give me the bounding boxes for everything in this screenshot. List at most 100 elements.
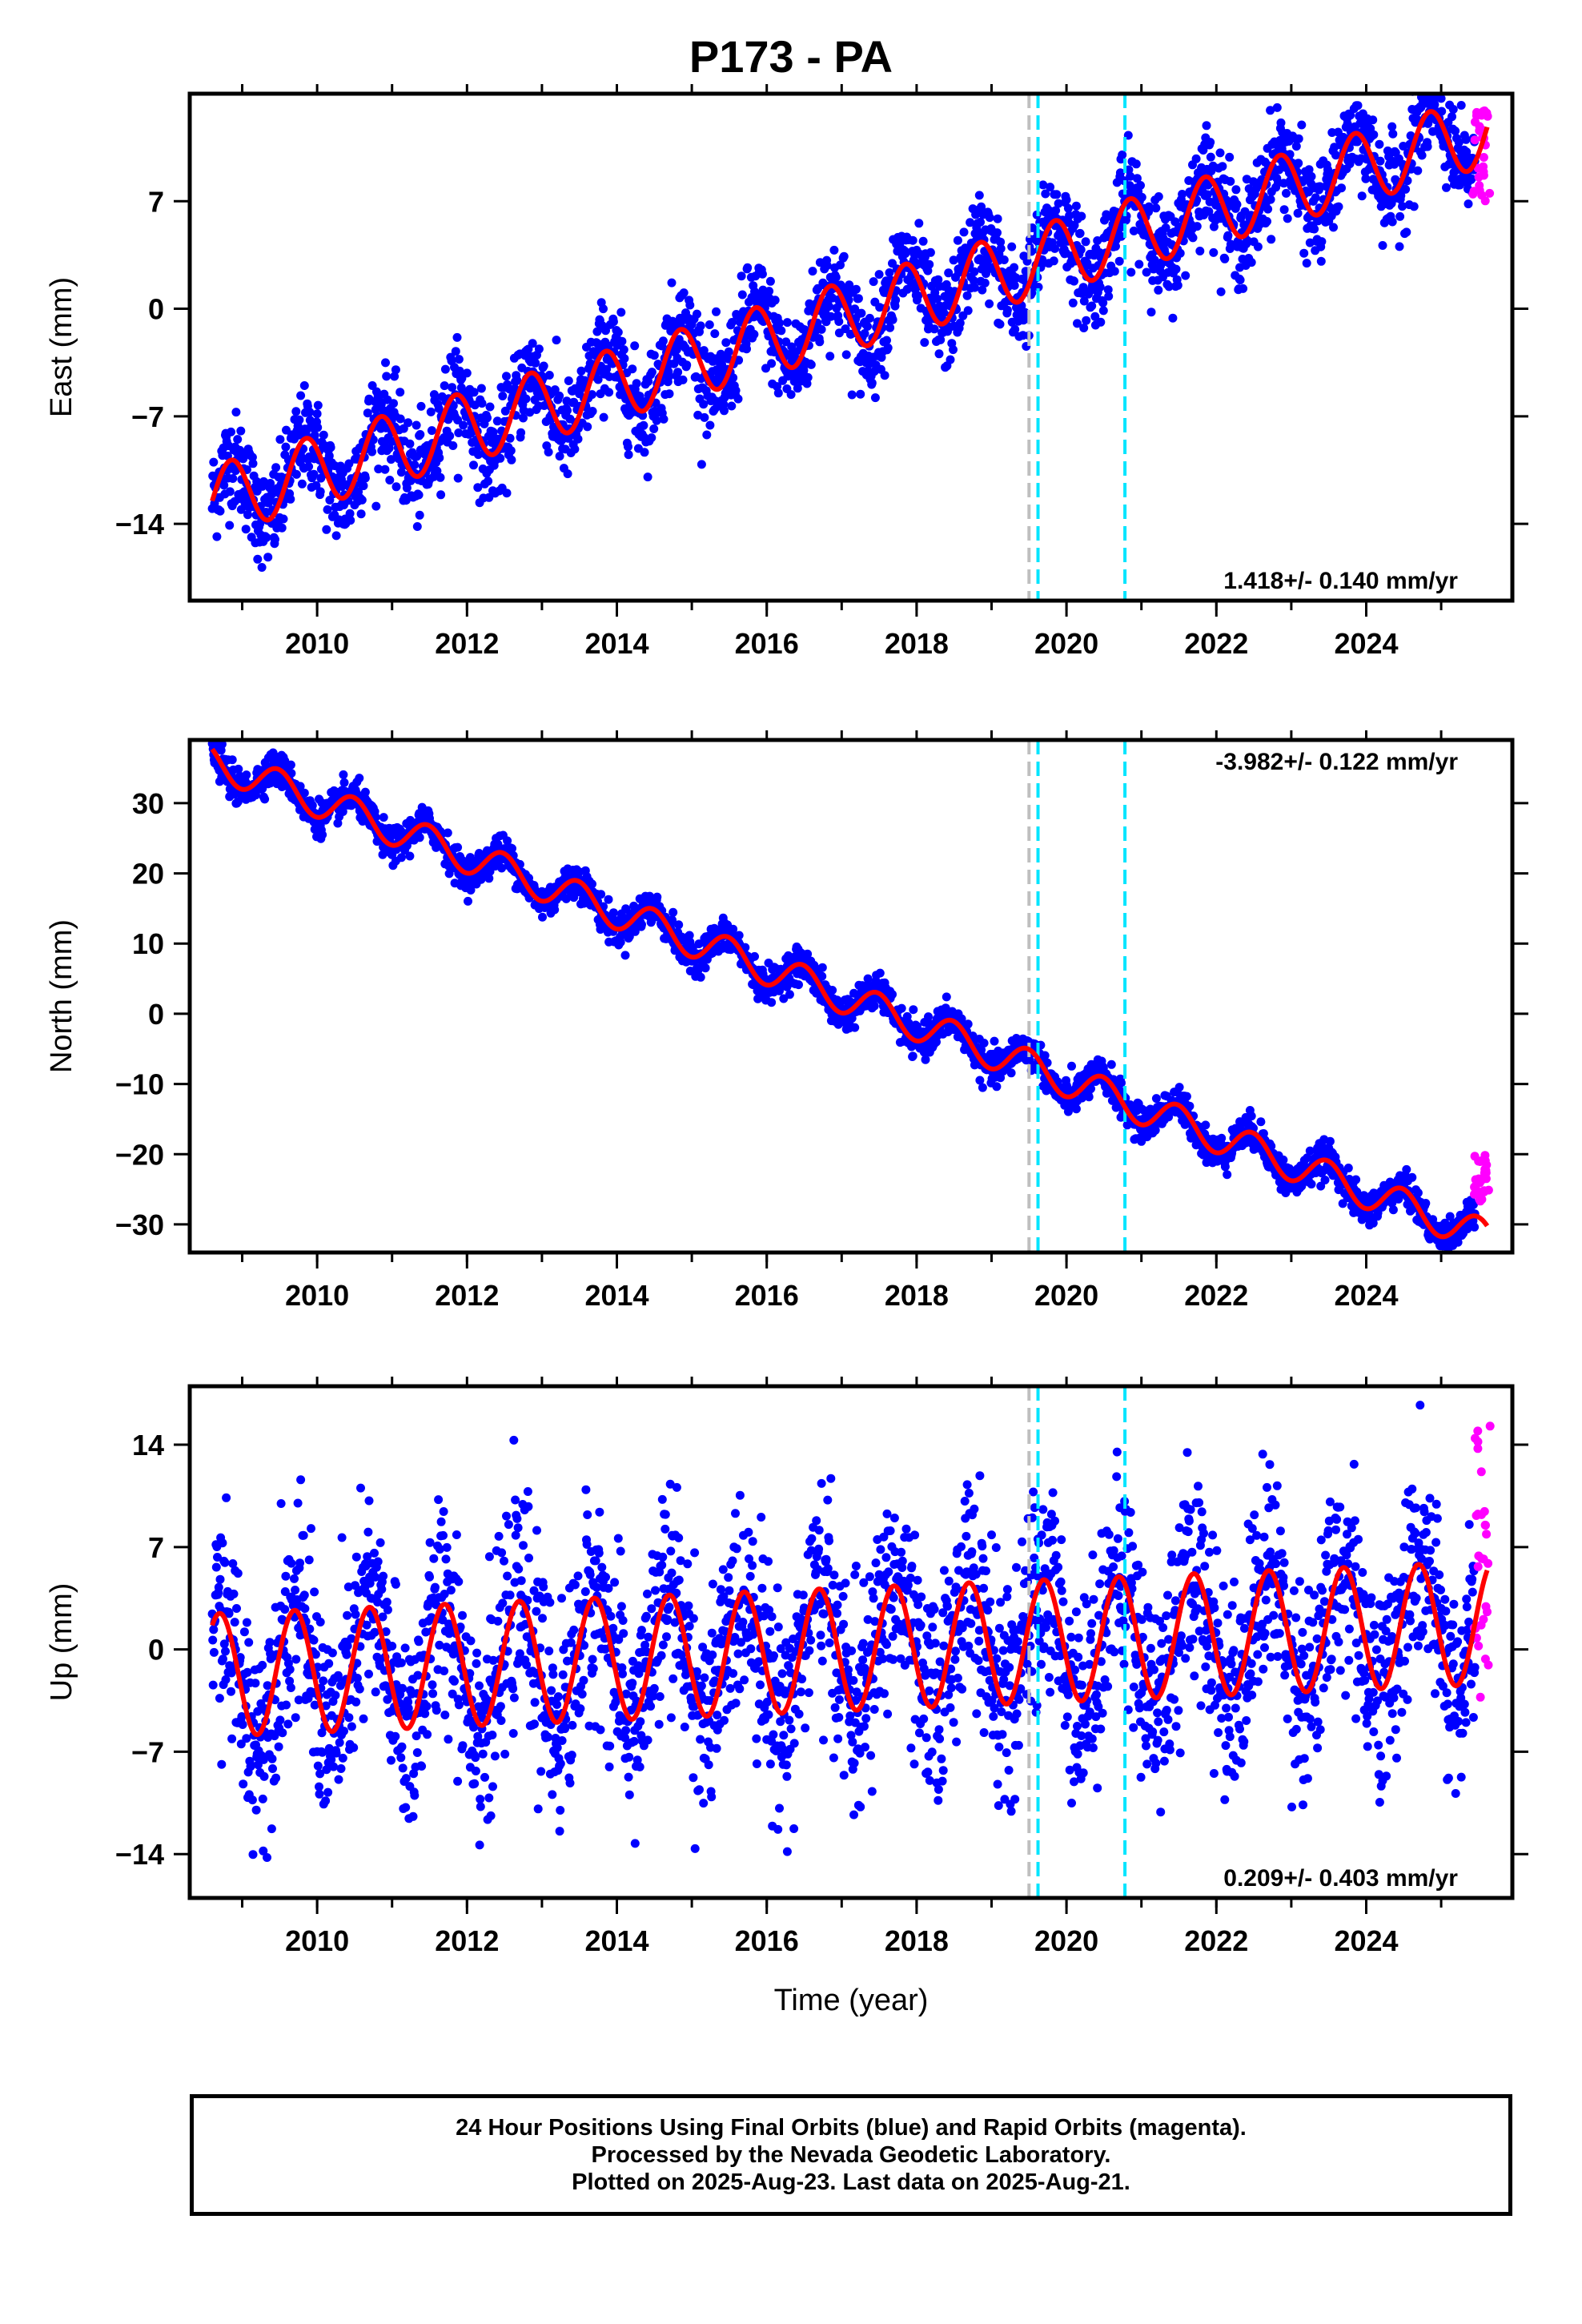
final-orbit-point [750, 951, 759, 961]
plot-area [207, 740, 1493, 1252]
final-orbit-point [793, 384, 802, 393]
final-orbit-point [324, 451, 334, 460]
final-orbit-point [1084, 1092, 1094, 1102]
final-orbit-point [1369, 130, 1379, 139]
final-orbit-point [322, 525, 331, 534]
final-orbit-point [933, 294, 942, 304]
final-orbit-point [453, 416, 463, 424]
final-orbit-point [436, 490, 446, 500]
final-orbit-point [867, 378, 877, 388]
final-orbit-point [1110, 267, 1119, 276]
final-orbit-point [1068, 298, 1078, 308]
final-orbit-point [693, 309, 701, 319]
final-orbit-point [443, 828, 452, 838]
final-orbit-point [825, 352, 835, 361]
final-orbit-point [673, 368, 683, 377]
final-orbit-point [323, 505, 332, 514]
final-orbit-point [1437, 107, 1447, 116]
final-orbit-point [291, 407, 301, 416]
final-orbit-point [1209, 247, 1219, 257]
final-orbit-point [359, 481, 368, 491]
final-orbit-point [1178, 190, 1187, 199]
final-orbit-point [1299, 248, 1309, 258]
final-orbit-point [757, 269, 767, 279]
final-orbit-point [914, 219, 924, 228]
final-orbit-point [1316, 256, 1326, 266]
final-orbit-point [1104, 292, 1114, 301]
final-orbit-point [1232, 199, 1242, 209]
final-orbit-point [616, 308, 626, 317]
final-orbit-point [583, 422, 592, 432]
final-orbit-point [974, 191, 984, 200]
final-orbit-point [484, 476, 493, 486]
final-orbit-point [682, 360, 692, 370]
final-orbit-point [980, 278, 990, 287]
final-orbit-point [534, 344, 544, 354]
final-orbit-point [975, 1076, 985, 1085]
final-orbit-point [1134, 259, 1144, 269]
rapid-orbit-point [1479, 167, 1488, 176]
final-orbit-point [331, 531, 341, 541]
final-orbit-point [538, 912, 547, 922]
final-orbit-point [1409, 202, 1419, 211]
final-orbit-point [885, 268, 894, 277]
final-orbit-points [207, 740, 1480, 1252]
final-orbit-point [918, 236, 928, 246]
final-orbit-point [857, 308, 866, 318]
final-orbit-point [1247, 258, 1256, 267]
final-orbit-point [953, 235, 962, 245]
final-orbit-point [865, 313, 874, 323]
final-orbit-point [287, 769, 296, 778]
plot-area [207, 94, 1495, 601]
final-orbit-point [448, 441, 458, 450]
x-tick-label: 2022 [1184, 627, 1248, 660]
final-orbit-point [925, 259, 934, 269]
final-orbit-point [217, 740, 227, 749]
final-orbit-point [1417, 151, 1427, 160]
final-orbit-point [1191, 154, 1201, 163]
final-orbit-point [936, 335, 946, 344]
final-orbit-point [970, 283, 979, 292]
final-orbit-point [1275, 165, 1284, 175]
final-orbit-point [561, 894, 571, 903]
final-orbit-point [1461, 135, 1471, 144]
final-orbit-point [339, 778, 349, 787]
final-orbit-point [803, 949, 813, 959]
final-orbit-point [1235, 275, 1245, 285]
final-orbit-point [1375, 139, 1384, 149]
rapid-orbit-point [1475, 181, 1484, 191]
final-orbit-point [1146, 308, 1156, 317]
final-orbit-point [1063, 203, 1073, 213]
final-orbit-point [434, 404, 444, 413]
final-orbit-point [498, 392, 508, 400]
final-orbit-point [1387, 122, 1397, 131]
final-orbit-point [613, 328, 623, 337]
final-orbit-point [993, 214, 1002, 223]
final-orbit-point [619, 345, 628, 355]
final-orbit-point [1302, 259, 1311, 268]
final-orbit-point [1051, 206, 1061, 215]
final-orbit-point [946, 355, 955, 364]
final-orbit-point [979, 1039, 989, 1047]
final-orbit-point [1150, 1125, 1160, 1135]
final-orbit-point [970, 267, 979, 276]
final-orbit-point [616, 938, 625, 947]
x-tick-label: 2018 [885, 627, 949, 660]
final-orbit-point [1070, 276, 1078, 286]
final-orbit-point [239, 454, 248, 464]
final-orbit-point [1345, 159, 1355, 169]
final-orbit-point [385, 476, 395, 485]
final-orbit-point [1201, 1120, 1211, 1130]
final-orbit-point [617, 336, 627, 346]
final-orbit-point [262, 533, 271, 542]
final-orbit-point [405, 439, 415, 448]
final-orbit-point [1447, 112, 1456, 122]
final-orbit-point [516, 428, 526, 437]
final-orbit-point [1206, 138, 1215, 147]
final-orbit-point [652, 416, 661, 425]
final-orbit-point [1283, 214, 1292, 223]
final-orbit-point [829, 245, 839, 255]
final-orbit-point [1010, 263, 1019, 272]
final-orbit-point [966, 218, 975, 227]
